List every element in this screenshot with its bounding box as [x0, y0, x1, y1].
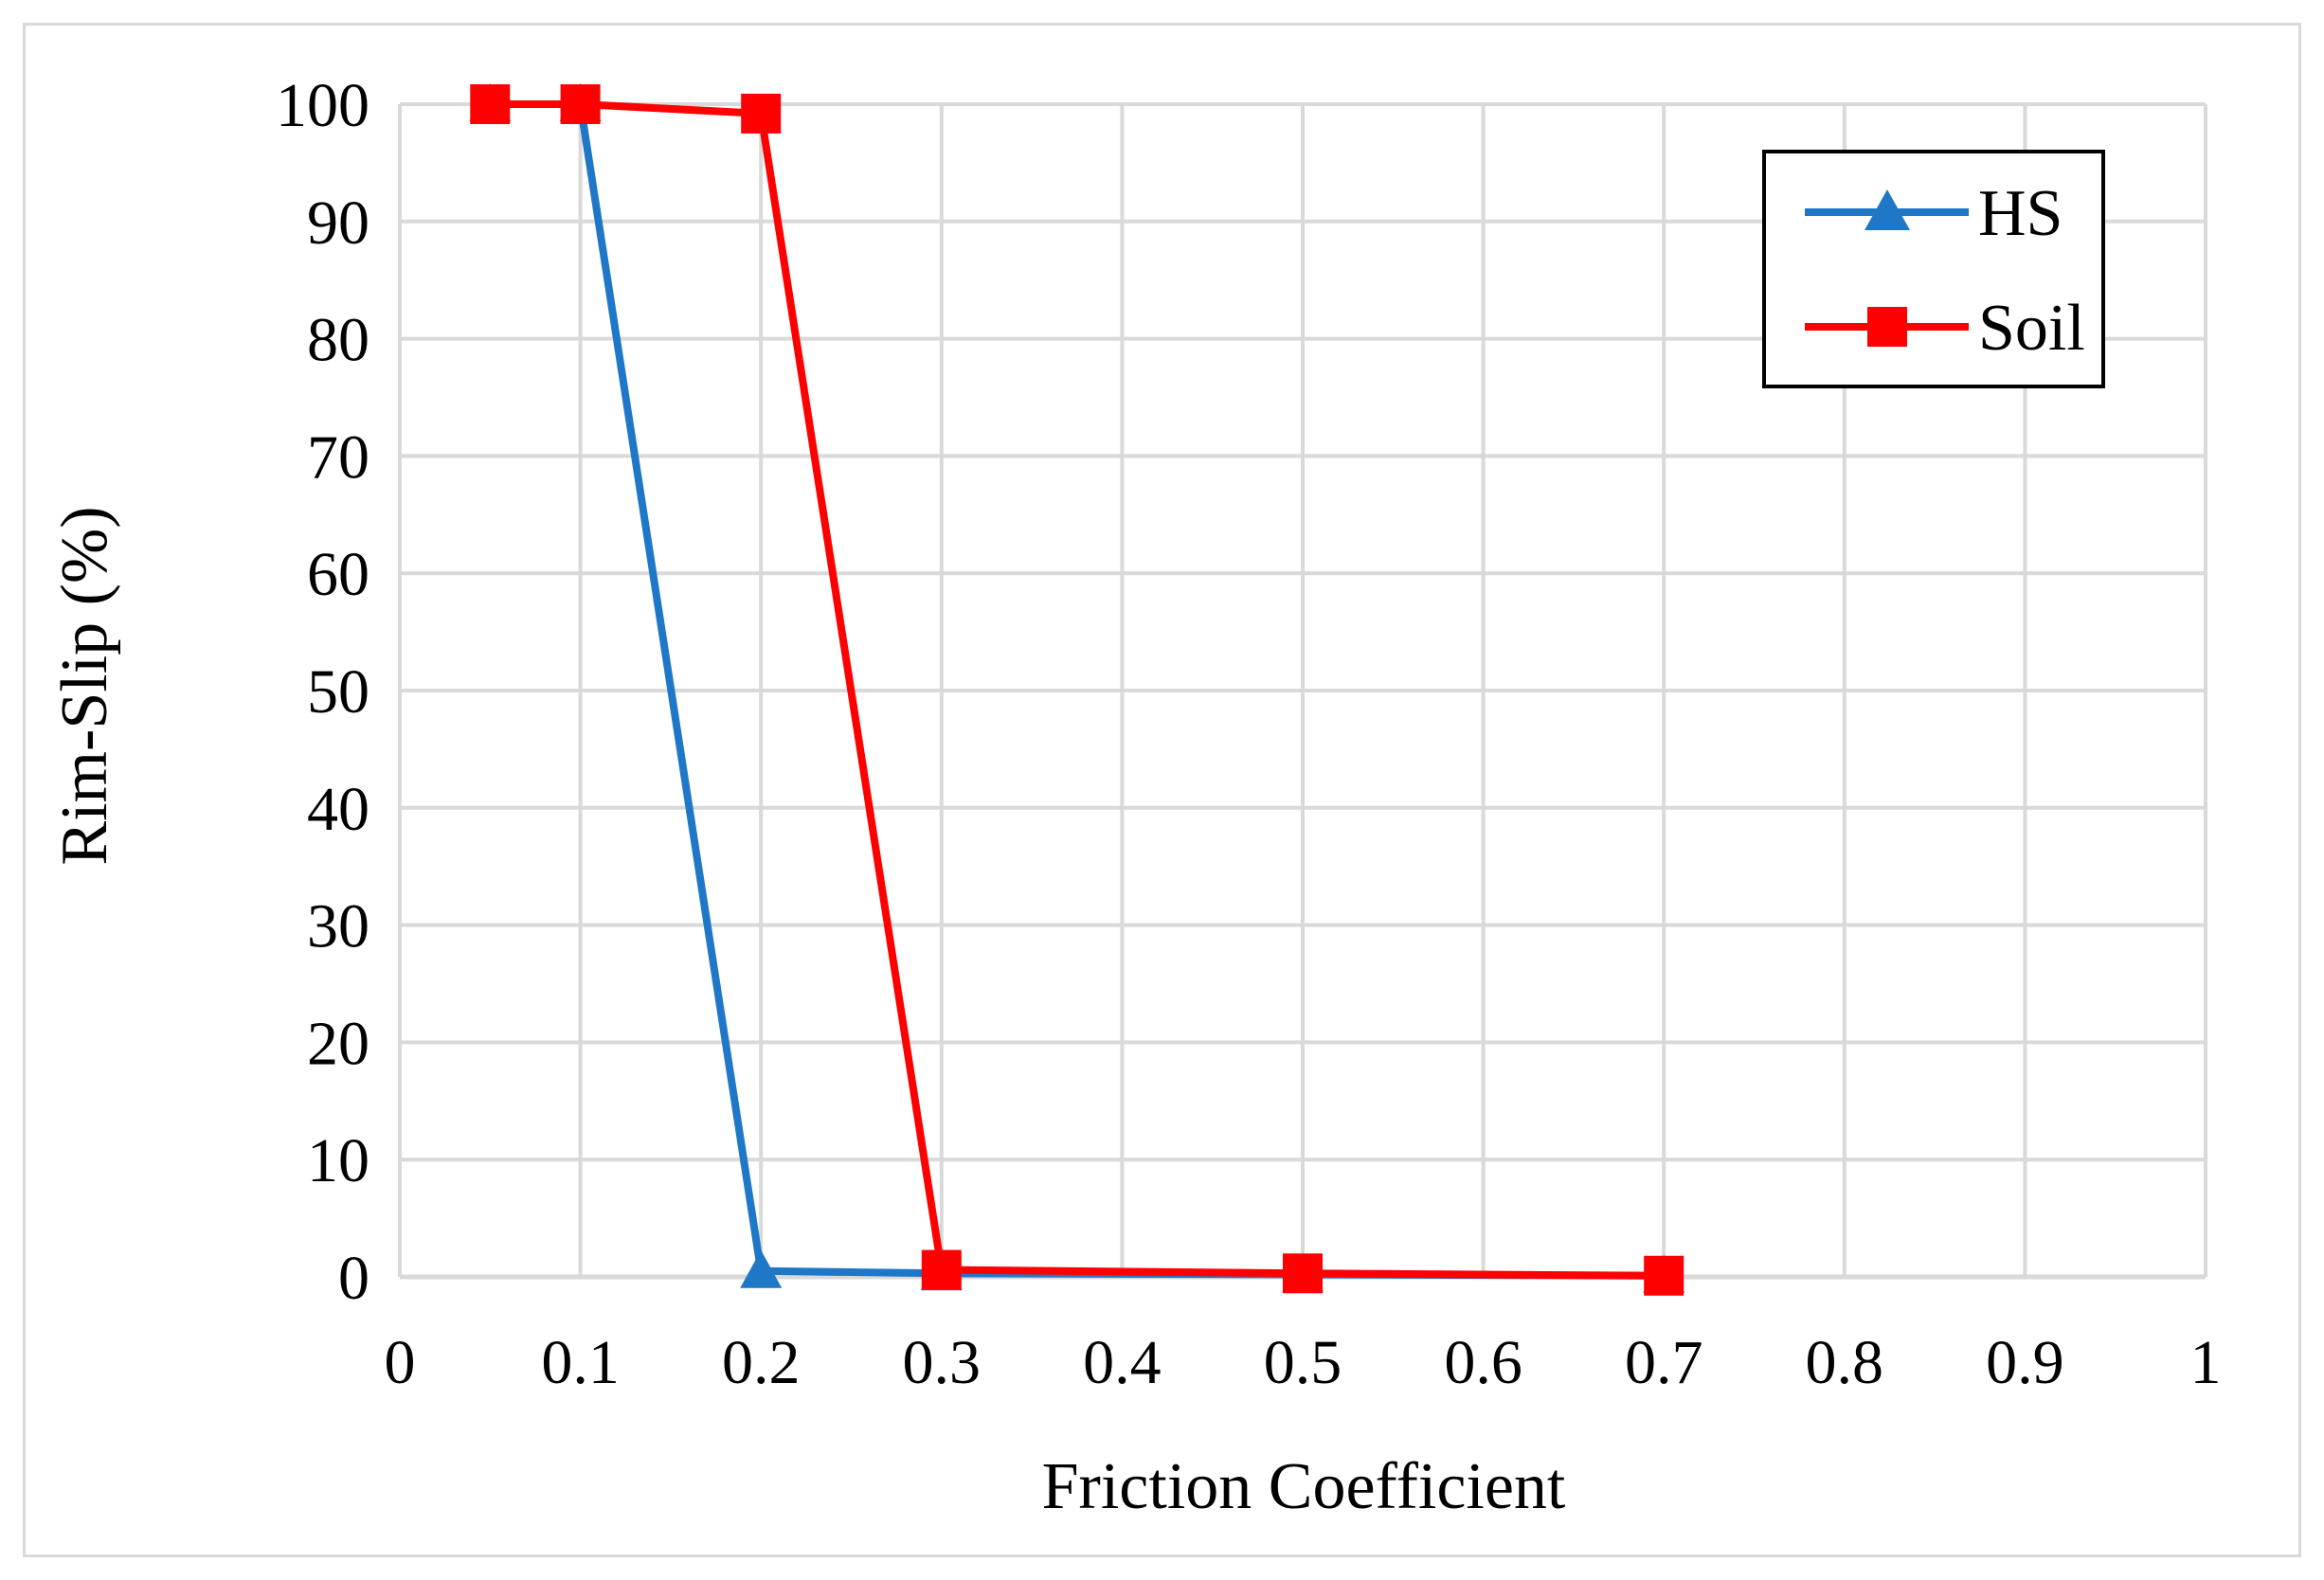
y-tick-label: 40 — [307, 775, 369, 844]
x-tick-label: 0.6 — [1444, 1328, 1522, 1397]
x-tick-label: 1 — [2190, 1328, 2222, 1397]
x-tick-label: 0 — [385, 1328, 416, 1397]
x-tick-label: 0.2 — [722, 1328, 801, 1397]
y-tick-label: 80 — [307, 306, 369, 375]
data-point-soil — [741, 93, 782, 134]
data-point-soil — [470, 84, 511, 124]
legend-label-soil: Soil — [1978, 292, 2085, 365]
y-tick-label: 30 — [307, 892, 369, 961]
legend-label-hs: HS — [1978, 177, 2063, 250]
legend: HS Soil — [1762, 150, 2105, 388]
legend-box — [1762, 150, 2105, 388]
x-tick-label: 0.8 — [1806, 1328, 1884, 1397]
x-tick-label: 0.7 — [1625, 1328, 1703, 1397]
data-point-soil — [921, 1249, 962, 1290]
y-tick-label: 0 — [338, 1244, 369, 1313]
data-point-hs — [740, 1249, 783, 1288]
x-tick-label: 0.9 — [1986, 1328, 2064, 1397]
y-tick-label: 60 — [307, 540, 369, 609]
x-tick-label: 0.1 — [541, 1328, 620, 1397]
y-tick-label: 90 — [307, 189, 369, 258]
data-series — [469, 83, 1685, 1296]
legend-marker-hs — [1865, 189, 1910, 230]
data-point-soil — [1283, 1253, 1323, 1294]
y-tick-label: 20 — [307, 1009, 369, 1078]
legend-marker-soil — [1867, 307, 1907, 347]
data-point-soil — [1644, 1255, 1684, 1296]
x-tick-label: 0.3 — [903, 1328, 982, 1397]
y-tick-label: 50 — [307, 657, 369, 727]
data-point-soil — [560, 84, 601, 124]
y-tick-label: 10 — [307, 1126, 369, 1195]
legend-item-hs: HS — [1805, 177, 2063, 250]
legend-item-soil: Soil — [1805, 292, 2085, 365]
x-axis-title: Friction Coefficient — [1042, 1450, 1566, 1523]
x-tick-label: 0.5 — [1264, 1328, 1342, 1397]
y-tick-label: 100 — [276, 71, 369, 140]
y-tick-label: 70 — [307, 422, 369, 492]
tick-labels: 0 0.1 0.2 0.3 0.4 0.5 0.6 0.7 0.8 0.9 101020304050… — [276, 71, 2222, 1397]
y-axis-title: Rim-Slip (%) — [48, 506, 121, 865]
x-tick-label: 0.4 — [1083, 1328, 1162, 1397]
